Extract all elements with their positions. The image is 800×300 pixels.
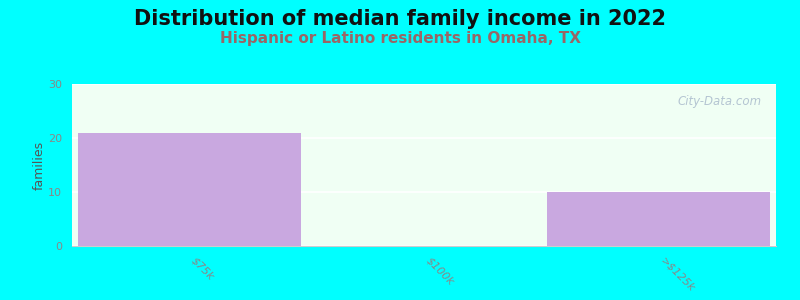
Bar bbox=[547, 192, 770, 246]
Text: City-Data.com: City-Data.com bbox=[678, 95, 762, 108]
Text: Hispanic or Latino residents in Omaha, TX: Hispanic or Latino residents in Omaha, T… bbox=[219, 32, 581, 46]
Text: Distribution of median family income in 2022: Distribution of median family income in … bbox=[134, 9, 666, 29]
Y-axis label: families: families bbox=[32, 140, 46, 190]
Bar bbox=[78, 133, 301, 246]
